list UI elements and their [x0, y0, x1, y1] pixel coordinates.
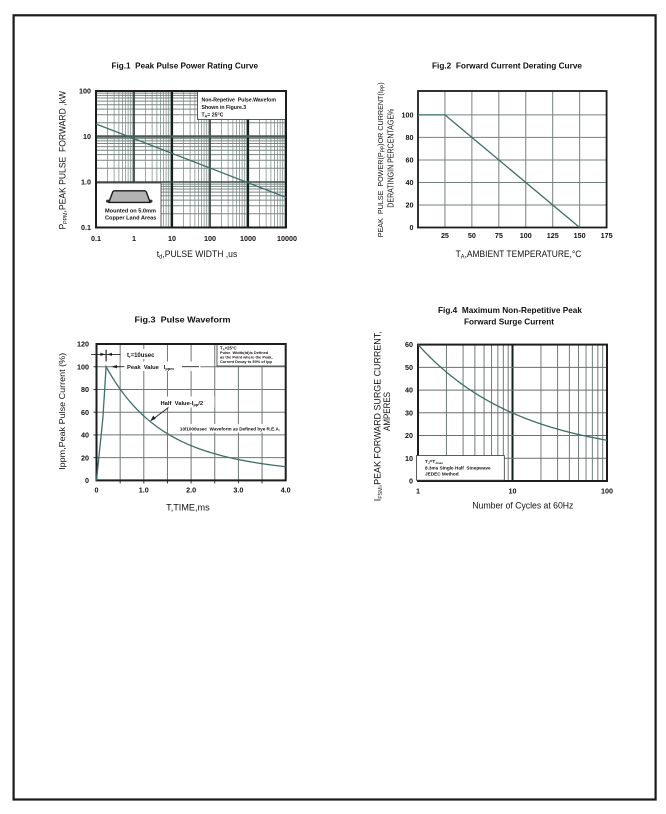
- svg-text:td,PULSE WIDTH ,us: td,PULSE WIDTH ,us: [157, 249, 238, 261]
- svg-text:tr=10usec: tr=10usec: [127, 353, 155, 359]
- svg-text:1.0: 1.0: [139, 486, 149, 495]
- svg-text:20: 20: [81, 453, 89, 462]
- svg-text:100: 100: [79, 87, 91, 96]
- svg-text:Peak Value Ippm: Peak Value Ippm: [127, 365, 174, 371]
- svg-text:Number of Cycles at 60Hz: Number of Cycles at 60Hz: [472, 501, 573, 511]
- svg-text:0: 0: [410, 223, 414, 232]
- svg-text:10: 10: [83, 132, 91, 141]
- svg-text:3.0: 3.0: [233, 486, 243, 495]
- svg-text:100: 100: [77, 362, 89, 371]
- svg-text:50: 50: [468, 231, 476, 240]
- svg-text:IFSM,PEAK FORWARD SURGE CURREN: IFSM,PEAK FORWARD SURGE CURRENT,: [372, 331, 384, 501]
- svg-text:Fig.3 Pulse Waveform: Fig.3 Pulse Waveform: [135, 315, 231, 325]
- svg-text:1: 1: [416, 487, 420, 496]
- svg-text:1.0: 1.0: [81, 178, 91, 187]
- svg-text:60: 60: [405, 340, 413, 349]
- svg-text:125: 125: [547, 231, 559, 240]
- svg-text:Fig.1 Peak Pulse Power Rating: Fig.1 Peak Pulse Power Rating Curve: [112, 60, 259, 70]
- svg-text:60: 60: [406, 156, 414, 165]
- svg-text:TA,AMBIENT TEMPERATURE,°C: TA,AMBIENT TEMPERATURE,°C: [456, 249, 582, 261]
- svg-text:60: 60: [81, 408, 89, 417]
- svg-text:10: 10: [168, 234, 176, 243]
- svg-text:Forward Surge Current: Forward Surge Current: [464, 317, 554, 327]
- svg-text:Shown in Figure.3: Shown in Figure.3: [202, 105, 247, 111]
- svg-text:Mounted on 5.0mm: Mounted on 5.0mm: [105, 209, 156, 215]
- svg-text:1: 1: [132, 234, 136, 243]
- svg-text:2.0: 2.0: [186, 486, 196, 495]
- svg-text:40: 40: [406, 178, 414, 187]
- svg-text:10: 10: [509, 487, 517, 496]
- svg-text:Half Value-Ipp/2: Half Value-Ipp/2: [161, 401, 204, 407]
- svg-text:8.3ms Single Half Sinepwave: 8.3ms Single Half Sinepwave: [425, 466, 491, 471]
- svg-text:TA= 25°C: TA= 25°C: [202, 112, 224, 118]
- svg-text:0: 0: [409, 477, 413, 486]
- svg-text:100: 100: [601, 487, 613, 496]
- svg-text:0: 0: [85, 476, 89, 485]
- svg-text:100: 100: [204, 234, 216, 243]
- svg-text:Fig.2 Forward Current Deratin: Fig.2 Forward Current Derating Curve: [432, 60, 582, 70]
- svg-text:50: 50: [405, 363, 413, 372]
- svg-text:JEDEC Method: JEDEC Method: [425, 471, 459, 476]
- svg-text:Non-Repetive Pulse.Wavefom: Non-Repetive Pulse.Wavefom: [202, 97, 277, 103]
- svg-text:150: 150: [574, 231, 586, 240]
- svg-text:0.1: 0.1: [81, 223, 91, 232]
- svg-text:TA=25°C: TA=25°C: [220, 346, 237, 352]
- svg-text:20: 20: [405, 431, 413, 440]
- svg-text:PEAK PULSE POWER(PPP)OR CURR: PEAK PULSE POWER(PPP)OR CURRENT(IPP): [376, 82, 386, 237]
- svg-text:10/1000usec Waveform as Defin: 10/1000usec Waveform as Defined bye R.E.…: [180, 427, 280, 432]
- svg-text:Fig.4 Maximum Non-Repetitive: Fig.4 Maximum Non-Repetitive Peak: [438, 305, 582, 315]
- svg-text:0.1: 0.1: [91, 234, 101, 243]
- svg-text:30: 30: [405, 408, 413, 417]
- svg-text:10000: 10000: [277, 234, 297, 243]
- svg-text:1000: 1000: [240, 234, 256, 243]
- svg-text:4.0: 4.0: [281, 486, 291, 495]
- svg-text:100: 100: [520, 231, 532, 240]
- svg-text:100: 100: [402, 111, 414, 120]
- svg-text:0: 0: [95, 486, 99, 495]
- svg-text:120: 120: [77, 340, 89, 349]
- svg-text:80: 80: [81, 385, 89, 394]
- svg-text:Copper Land Areas: Copper Land Areas: [105, 216, 156, 222]
- svg-text:40: 40: [81, 431, 89, 440]
- svg-text:TJ=TJmax: TJ=TJmax: [425, 459, 443, 465]
- svg-text:20: 20: [406, 201, 414, 210]
- svg-text:T,TIME,ms: T,TIME,ms: [166, 503, 210, 513]
- svg-text:40: 40: [405, 386, 413, 395]
- svg-text:Current Decay to 50% of Ipp: Current Decay to 50% of Ipp: [220, 359, 273, 364]
- svg-text:DERATINGIN PERCENTAGE%: DERATINGIN PERCENTAGE%: [387, 109, 396, 208]
- svg-text:80: 80: [406, 133, 414, 142]
- svg-text:Pulse Width(td)is Defined: Pulse Width(td)is Defined: [220, 350, 269, 355]
- svg-text:10: 10: [405, 454, 413, 463]
- svg-text:75: 75: [495, 231, 503, 240]
- svg-text:as the Point where the Peak,: as the Point where the Peak,: [220, 355, 273, 360]
- svg-text:PPPM,PEAK PULSE FORWARD ,kW: PPPM,PEAK PULSE FORWARD ,kW: [58, 91, 70, 230]
- svg-text:25: 25: [441, 231, 449, 240]
- svg-text:AMPERES: AMPERES: [382, 392, 392, 431]
- svg-text:175: 175: [601, 231, 613, 240]
- svg-text:Ippm,Peak Pulse Current (%): Ippm,Peak Pulse Current (%): [57, 353, 67, 470]
